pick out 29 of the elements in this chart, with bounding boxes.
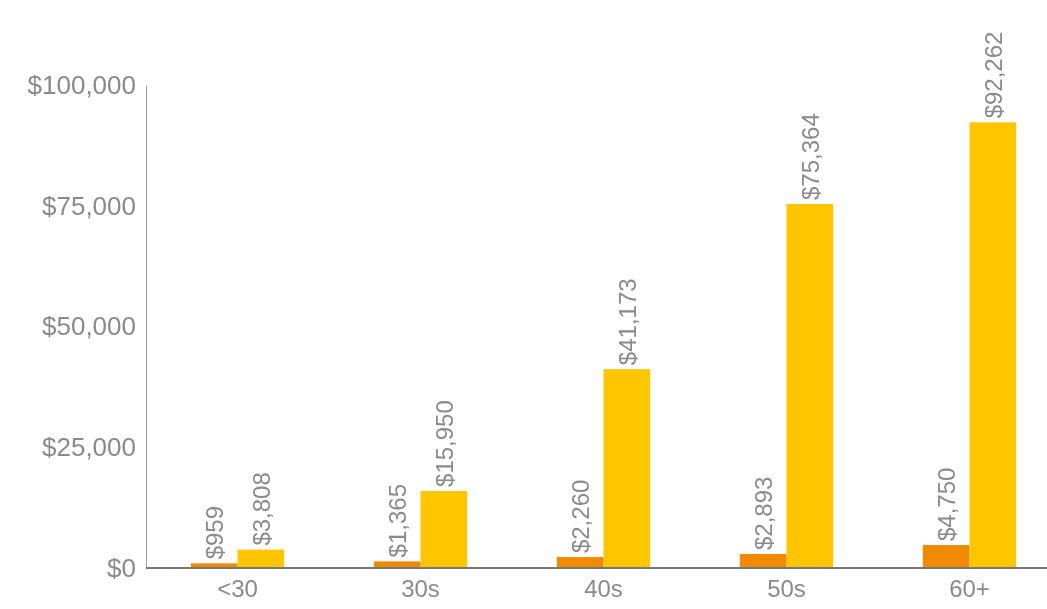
- bar: [373, 561, 421, 568]
- x-tick-label: 30s: [401, 575, 440, 603]
- bar: [603, 369, 651, 568]
- x-tick-label: 50s: [767, 575, 806, 603]
- bar: [922, 545, 970, 568]
- bar: [556, 557, 604, 568]
- y-tick-label: $100,000: [27, 69, 136, 100]
- y-tick-label: $25,000: [42, 432, 136, 463]
- bar: [420, 490, 468, 568]
- data-label: $75,364: [796, 113, 824, 200]
- data-label: $4,750: [933, 467, 961, 542]
- y-tick-label: $0: [107, 552, 136, 583]
- data-label: $92,262: [979, 31, 1007, 119]
- x-tick-label: 60+: [949, 575, 990, 603]
- bar: [739, 554, 787, 568]
- data-label: $3,808: [247, 472, 275, 546]
- data-label: $2,893: [750, 476, 778, 551]
- data-label: $1,365: [384, 484, 412, 558]
- data-label: $41,173: [613, 278, 641, 366]
- bar: [969, 122, 1017, 568]
- x-tick-label: 40s: [584, 575, 623, 603]
- data-label: $15,950: [430, 400, 458, 487]
- data-label: $959: [201, 505, 229, 560]
- y-tick-label: $75,000: [42, 190, 136, 221]
- data-label: $2,260: [567, 479, 595, 554]
- bar: [237, 549, 285, 568]
- bar: [786, 203, 834, 568]
- y-tick-label: $50,000: [42, 311, 136, 342]
- x-tick-label: <30: [217, 575, 258, 603]
